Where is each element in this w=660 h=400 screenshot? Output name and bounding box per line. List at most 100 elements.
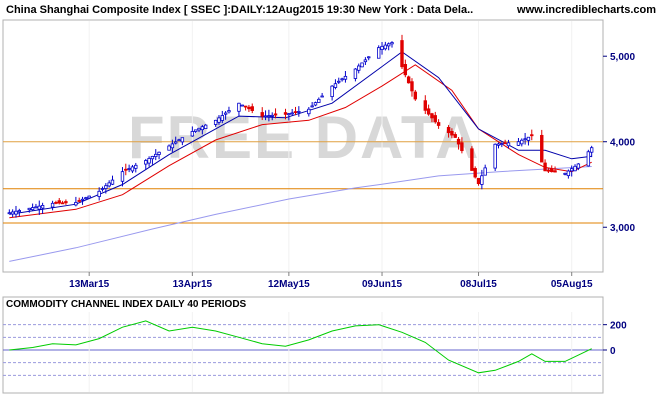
- candle-body: [456, 138, 461, 145]
- candle-body: [54, 202, 58, 204]
- candle-body: [97, 190, 101, 197]
- candle-body: [377, 47, 381, 59]
- cci-tick-label: 200: [610, 321, 627, 332]
- candle-body: [167, 145, 171, 151]
- candle-body: [227, 110, 231, 113]
- candle-body: [170, 143, 175, 149]
- candle-body: [147, 158, 151, 164]
- candle-body: [446, 127, 451, 134]
- cci-title: COMMODITY CHANNEL INDEX DAILY 40 PERIODS: [6, 299, 247, 310]
- candle-body: [426, 108, 431, 115]
- candle-body: [320, 95, 324, 98]
- candle-body: [40, 205, 45, 209]
- candle-body: [526, 136, 531, 141]
- candle-body: [223, 112, 228, 115]
- candle-body: [480, 175, 484, 185]
- candle-body: [380, 45, 384, 50]
- price-panel: FREE DATA 3,000 4,000 5,000 13Mar15 13Apr15…: [2, 19, 635, 290]
- candle-body: [570, 168, 574, 172]
- candle-body: [177, 139, 181, 142]
- price-panel-frame: [2, 19, 604, 273]
- cci-line: [9, 320, 592, 374]
- cci-series: [9, 320, 592, 374]
- x-tick-label: 08Jul15: [460, 279, 497, 290]
- candle-body: [17, 210, 22, 213]
- candle-body: [87, 195, 91, 199]
- candle-body: [34, 206, 38, 209]
- candle-body: [203, 124, 208, 129]
- candle-body: [197, 127, 201, 131]
- candlestick-series: [7, 34, 594, 218]
- candle-body: [293, 111, 298, 114]
- y-tick-label: 5,000: [610, 52, 635, 63]
- x-tick-label: 13Mar15: [69, 279, 109, 290]
- candle-body: [74, 202, 78, 206]
- candle-body: [107, 182, 111, 187]
- candle-body: [343, 75, 348, 80]
- price-y-axis: 3,000 4,000 5,000: [603, 52, 635, 234]
- candle-body: [127, 168, 131, 170]
- candle-body: [390, 42, 394, 45]
- candle-body: [453, 134, 457, 138]
- date-x-axis: 13Mar15 13Apr15 12May15 09Jun15 08Jul15 05Aug…: [69, 272, 593, 290]
- candle-body: [237, 102, 241, 112]
- candle-body: [546, 169, 551, 172]
- candle-body: [330, 85, 334, 98]
- candle-body: [313, 102, 318, 106]
- candle-body: [353, 68, 358, 79]
- candle-body: [483, 167, 487, 176]
- candle-body: [150, 155, 155, 160]
- y-tick-label: 3,000: [610, 223, 635, 234]
- candle-body: [430, 113, 434, 119]
- site-url[interactable]: www.incrediblecharts.com: [516, 4, 656, 16]
- candle-body: [120, 171, 125, 182]
- x-tick-label: 09Jun15: [362, 279, 402, 290]
- candle-body: [553, 170, 557, 173]
- y-tick-label: 4,000: [610, 138, 635, 149]
- candle-body: [543, 162, 547, 172]
- x-tick-label: 05Aug15: [551, 279, 593, 290]
- candle-body: [134, 164, 138, 169]
- candle-body: [383, 44, 388, 50]
- candle-body: [523, 138, 527, 141]
- candle-body: [124, 168, 128, 171]
- candle-body: [413, 91, 418, 100]
- candle-body: [14, 210, 18, 215]
- candle-body: [130, 166, 135, 172]
- candle-body: [77, 200, 81, 202]
- candle-body: [174, 141, 178, 144]
- candle-body: [473, 168, 477, 178]
- candle-body: [64, 201, 68, 204]
- candle-body: [500, 143, 504, 145]
- candle-body: [400, 40, 404, 68]
- candle-body: [213, 119, 218, 125]
- candle-body: [37, 205, 41, 210]
- candle-body: [550, 168, 554, 173]
- ma-long-line: [9, 166, 592, 262]
- candle-body: [110, 179, 115, 185]
- candle-body: [410, 81, 414, 92]
- candle-body: [287, 113, 291, 116]
- candle-body: [363, 59, 368, 63]
- candle-body: [84, 197, 88, 200]
- candle-body: [433, 115, 437, 123]
- candle-body: [297, 111, 301, 113]
- candle-body: [403, 64, 408, 76]
- x-tick-label: 13Apr15: [173, 279, 213, 290]
- candle-body: [57, 200, 61, 204]
- candle-body: [307, 108, 311, 115]
- candle-body: [476, 177, 481, 185]
- candle-body: [100, 188, 105, 190]
- candle-body: [493, 143, 497, 169]
- candle-body: [267, 115, 271, 117]
- candle-body: [423, 100, 427, 111]
- candle-body: [436, 122, 441, 126]
- x-tick-label: 12May15: [268, 279, 310, 290]
- candle-body: [506, 142, 511, 147]
- candle-body: [7, 212, 12, 215]
- candle-body: [406, 76, 411, 84]
- candle-body: [337, 80, 341, 83]
- cci-panel: COMMODITY CHANNEL INDEX DAILY 40 PERIODS…: [2, 296, 627, 394]
- candle-body: [144, 160, 148, 165]
